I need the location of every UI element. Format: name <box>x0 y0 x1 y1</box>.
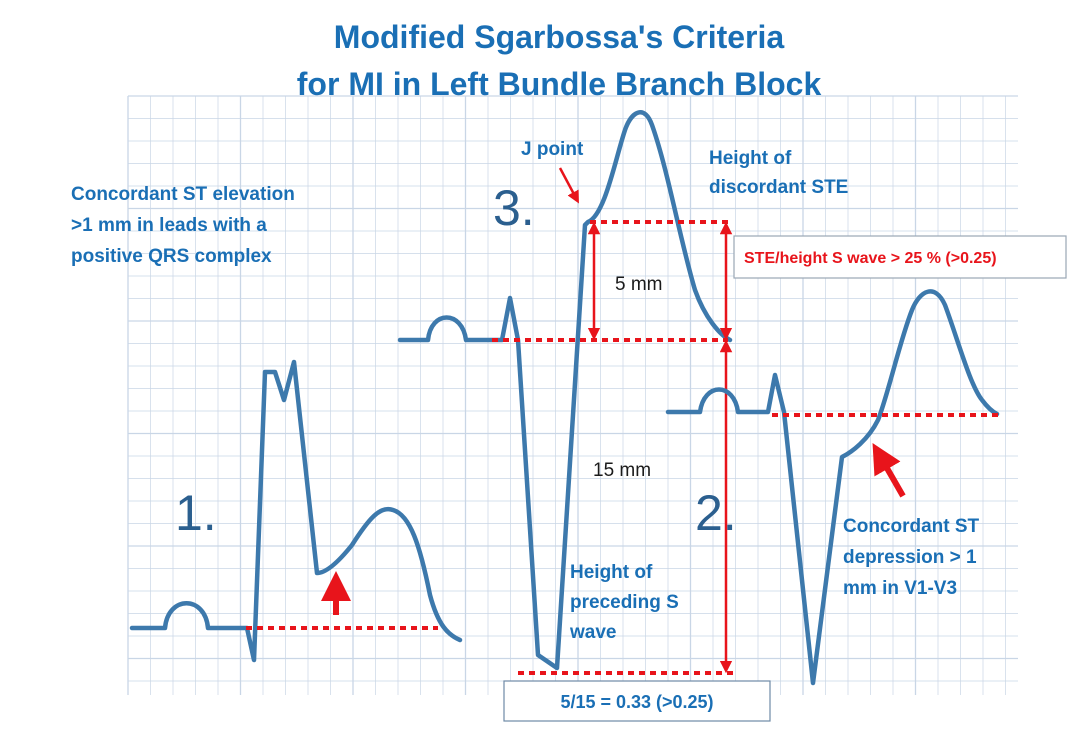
criterion-2-text-line-2: depression > 1 <box>843 547 977 568</box>
ratio-result-text: 5/15 = 0.33 (>0.25) <box>560 692 713 712</box>
criterion-2-text-line-1: Concordant ST <box>843 516 980 537</box>
ratio-result-box: 5/15 = 0.33 (>0.25) <box>503 680 771 722</box>
s-wave-label-line-3: wave <box>569 622 616 643</box>
s-wave-label-line-1: Height of <box>570 562 653 583</box>
criterion-1-text-line-2: >1 mm in leads with a <box>71 215 267 236</box>
ecg-grid <box>127 95 1018 695</box>
criterion-2: 2. Concordant ST depression > 1 mm in V1… <box>665 289 1002 686</box>
discordant-ste-label-line-1: Height of <box>709 148 792 169</box>
ecg-waveform-1 <box>129 359 463 663</box>
criterion-1: Concordant ST elevation >1 mm in leads w… <box>71 184 463 663</box>
criterion-2-text-line-3: mm in V1-V3 <box>843 578 957 599</box>
criterion-1-number: 1. <box>175 485 217 541</box>
ratio-rule-text: STE/height S wave > 25 % (>0.25) <box>744 250 997 267</box>
title-line-2: for MI in Left Bundle Branch Block <box>297 66 822 102</box>
criterion-1-text-line-3: positive QRS complex <box>71 246 272 267</box>
ecg-waveform-2 <box>665 289 1000 686</box>
ecg-waveform-3 <box>397 110 733 671</box>
ratio-rule-box: STE/height S wave > 25 % (>0.25) <box>733 235 1067 279</box>
s-wave-label-line-2: preceding S <box>570 592 679 613</box>
j-point-pointer-arrow <box>558 167 579 204</box>
s-wave-measure-label: 15 mm <box>593 460 651 481</box>
title-line-1: Modified Sgarbossa's Criteria <box>334 19 785 55</box>
criterion-3-number: 3. <box>493 180 535 236</box>
st-depression-arrow-2 <box>872 442 906 498</box>
j-point-label: J point <box>521 139 584 160</box>
ste-measure-label: 5 mm <box>615 274 663 295</box>
discordant-ste-label-line-2: discordant STE <box>709 177 848 198</box>
criterion-1-text-line-1: Concordant ST elevation <box>71 184 295 205</box>
criterion-3: 3. J point Height of discordant STE 5 mm… <box>397 110 1067 722</box>
criterion-2-number: 2. <box>695 485 737 541</box>
